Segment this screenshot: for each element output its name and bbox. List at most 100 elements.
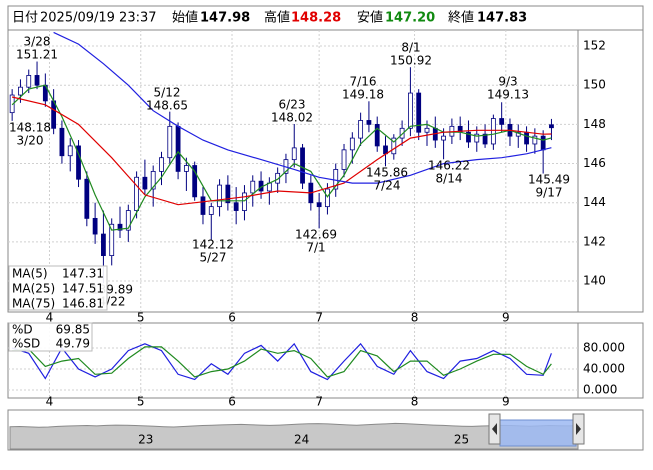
legend-label: MA(25) (12, 282, 55, 296)
low-label: 安値 (357, 10, 383, 26)
annotation-value: 145.86 (366, 166, 408, 180)
legend-value: 147.31 (62, 267, 104, 281)
candle-body (142, 176, 148, 190)
annotation-date: 7/24 (374, 179, 401, 193)
y-tick-label: 144 (583, 195, 606, 209)
annotation-date: 8/1 (401, 41, 420, 55)
candle-body (366, 120, 372, 125)
navigator-window[interactable] (488, 413, 585, 447)
annotation-value: 142.69 (295, 228, 337, 242)
candle-body (333, 169, 339, 190)
candle-body (92, 217, 98, 235)
candle-body (540, 135, 546, 151)
candle-body (167, 125, 173, 159)
candle-body (84, 178, 90, 219)
series-line (12, 346, 552, 378)
series-line (11, 342, 552, 381)
annotation-date: 7/16 (350, 75, 377, 89)
series-line (53, 31, 552, 184)
main-panel (7, 29, 644, 313)
candle-body (291, 147, 297, 161)
x-tick-label: 8 (411, 311, 419, 325)
annotation-date: 3/28 (24, 35, 51, 49)
candle-body (18, 86, 23, 96)
candle-body (109, 223, 115, 256)
candle-body (200, 196, 206, 215)
candle-body (242, 192, 247, 211)
candle-body (51, 100, 57, 129)
x-tick-label: 7 (315, 311, 323, 325)
candle-body (233, 202, 239, 211)
series-line (11, 96, 552, 206)
candle-body (208, 206, 214, 215)
legend-value: 147.51 (62, 282, 104, 296)
candle-body (532, 135, 538, 145)
osc-marks (11, 342, 552, 381)
high: 148.28 (291, 11, 341, 26)
candle-body (217, 184, 222, 208)
candle-body (374, 123, 380, 147)
candle-body (499, 118, 505, 125)
candle-body (34, 75, 40, 86)
annotation-value: 150.92 (390, 54, 432, 68)
candle-body (408, 92, 413, 129)
candle-body (125, 210, 131, 231)
candle-body (159, 157, 164, 172)
open-label: 始値 (172, 10, 198, 26)
candle-body (76, 145, 81, 180)
window[interactable] (499, 419, 577, 447)
candle-body (482, 133, 488, 145)
candle-body (175, 125, 181, 172)
x-tick-label: 6 (228, 395, 236, 409)
candle-body (300, 147, 305, 184)
annotation-date: 5/12 (154, 86, 181, 100)
candle-body (466, 131, 471, 143)
osc-panel (7, 322, 644, 399)
candle-body (9, 94, 15, 114)
osc-legend-box (8, 322, 93, 352)
low: 147.20 (385, 11, 435, 26)
date-label: 日付 (12, 11, 38, 26)
x-tick-label: 5 (137, 395, 145, 409)
legends: MA(5) 147.31 MA(25) 147.51 MA(75) 146.81 %D 69.… (8, 265, 108, 352)
annotation-value: 142.12 (192, 238, 234, 252)
candle-body (349, 137, 355, 151)
annotations: 3/20148.183/28151.214/22139.895/12148.65… (9, 35, 570, 309)
candle-body (150, 170, 156, 190)
date: 2025/09/19 23:37 (40, 11, 157, 26)
x-tick-label: 6 (228, 311, 236, 325)
candle-body (490, 118, 496, 145)
candle-body (383, 145, 388, 155)
y-tick-label: 146 (583, 156, 606, 170)
navigator-marks: 23 24 25 (9, 422, 579, 450)
series-line (11, 84, 552, 231)
y-tick-label: 0.000 (583, 383, 617, 397)
candle-body (101, 233, 106, 257)
candle-body (549, 124, 554, 129)
y-tick-label: 140 (583, 274, 606, 288)
y-tick-label: 40.000 (583, 362, 625, 376)
annotation-value: 151.21 (16, 48, 58, 62)
candle-body (325, 188, 330, 208)
annotation-date: 5/27 (200, 251, 227, 265)
candle-body (424, 127, 430, 133)
legend-label: MA(5) (12, 267, 48, 281)
main-marks (9, 31, 554, 284)
legend-value: 69.85 (56, 323, 90, 337)
candle-body (67, 145, 73, 157)
y-tick-label: 148 (583, 117, 606, 131)
x-tick-label: 9 (502, 311, 510, 325)
candle-body (117, 223, 123, 231)
candle-body (416, 92, 422, 133)
annotation-date: 7/1 (306, 241, 325, 255)
legend-label: MA(75) (12, 297, 55, 311)
candle-body (358, 120, 364, 139)
candle-body (524, 131, 529, 145)
annotation-date: 9/17 (536, 186, 563, 200)
annotation-value: 146.22 (428, 159, 470, 173)
left-arrow (492, 423, 497, 435)
x-tick-label: 7 (315, 395, 323, 409)
